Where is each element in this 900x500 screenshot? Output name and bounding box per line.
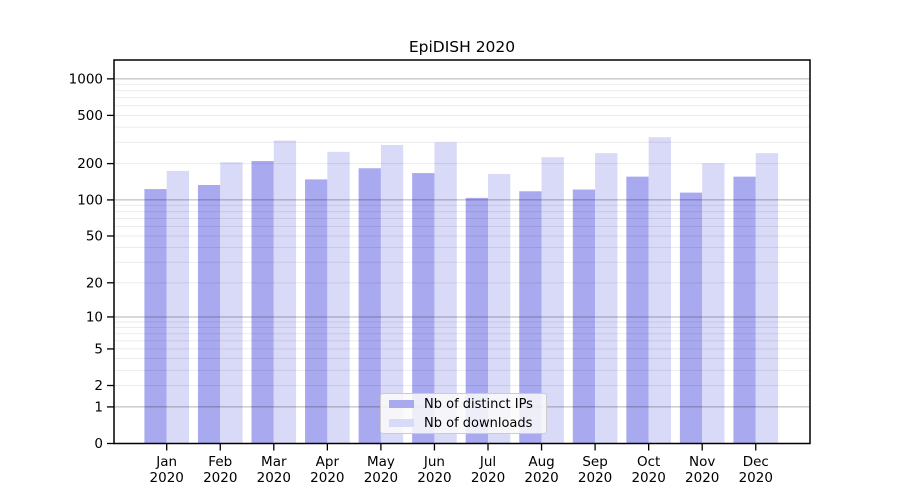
bar-distinct-ips (733, 176, 756, 444)
x-tick-label-year: 2020 (685, 470, 719, 486)
legend-item-distinct-ips: Nb of distinct IPs (387, 396, 540, 412)
bar-distinct-ips (197, 184, 221, 444)
plot-border (113, 59, 811, 445)
x-tick-label-month: May (367, 454, 395, 470)
x-tick-label-month: Mar (261, 454, 287, 470)
bar-downloads (702, 163, 725, 444)
bar-distinct-ips (305, 179, 328, 444)
bar-downloads (648, 137, 671, 444)
x-tick-label-year: 2020 (203, 470, 237, 486)
chart-title: EpiDISH 2020 (408, 38, 516, 56)
y-tick-label: 50 (86, 228, 103, 244)
legend-label-downloads: Nb of downloads (424, 415, 533, 431)
legend-item-downloads: Nb of downloads (387, 415, 540, 431)
bar-downloads (488, 174, 511, 444)
x-tick-label-month: Sep (582, 454, 607, 470)
x-tick-label-year: 2020 (257, 470, 291, 486)
x-tick-label-year: 2020 (631, 470, 665, 486)
bar-distinct-ips (626, 176, 649, 444)
bar-distinct-ips (572, 189, 596, 444)
y-tick-label: 1 (94, 399, 103, 415)
y-tick-label: 10 (86, 309, 103, 325)
bar-distinct-ips (412, 173, 435, 444)
legend: Nb of distinct IPs Nb of downloads (380, 393, 547, 434)
bar-downloads (166, 170, 189, 444)
x-tick-label-year: 2020 (417, 470, 451, 486)
bar-downloads (380, 144, 404, 444)
x-tick-label-month: Dec (743, 454, 769, 470)
x-tick-label-year: 2020 (310, 470, 344, 486)
x-tick-label-month: Oct (637, 454, 660, 470)
x-tick-label-month: Apr (316, 454, 340, 470)
x-tick-label-year: 2020 (578, 470, 612, 486)
x-tick-label-month: Feb (208, 454, 232, 470)
bar-downloads (541, 157, 564, 444)
x-tick-label-year: 2020 (471, 470, 505, 486)
bar-downloads (595, 153, 618, 444)
bar-distinct-ips (519, 191, 542, 444)
bar-distinct-ips (358, 168, 381, 444)
x-tick-label-year: 2020 (150, 470, 184, 486)
bar-downloads (755, 153, 779, 444)
bar-downloads (220, 162, 243, 444)
x-tick-label-month: Jul (479, 454, 496, 470)
bar-downloads (327, 151, 350, 444)
x-tick-label-year: 2020 (739, 470, 773, 486)
bar-distinct-ips (251, 161, 274, 444)
bar-distinct-ips (679, 192, 703, 444)
y-tick-label: 200 (77, 156, 103, 172)
x-tick-label-month: Jun (423, 454, 445, 470)
bar-downloads (273, 140, 297, 444)
x-tick-label-month: Jan (155, 454, 177, 470)
bar-downloads (434, 142, 457, 444)
legend-swatch-downloads (389, 419, 414, 427)
x-tick-label-month: Nov (689, 454, 715, 470)
x-tick-label-month: Aug (528, 454, 554, 470)
y-tick-label: 0 (94, 436, 103, 452)
legend-label-distinct-ips: Nb of distinct IPs (424, 396, 533, 412)
y-tick-label: 2 (94, 378, 103, 394)
y-tick-label: 1000 (69, 71, 103, 87)
y-tick-label: 100 (77, 192, 103, 208)
y-tick-label: 500 (77, 108, 103, 124)
x-tick-label-year: 2020 (524, 470, 558, 486)
bar-distinct-ips (465, 197, 488, 444)
y-tick-label: 20 (86, 275, 103, 291)
bar-distinct-ips (144, 189, 167, 444)
legend-swatch-distinct-ips (389, 400, 414, 408)
y-tick-label: 5 (94, 341, 103, 357)
x-tick-label-year: 2020 (364, 470, 398, 486)
